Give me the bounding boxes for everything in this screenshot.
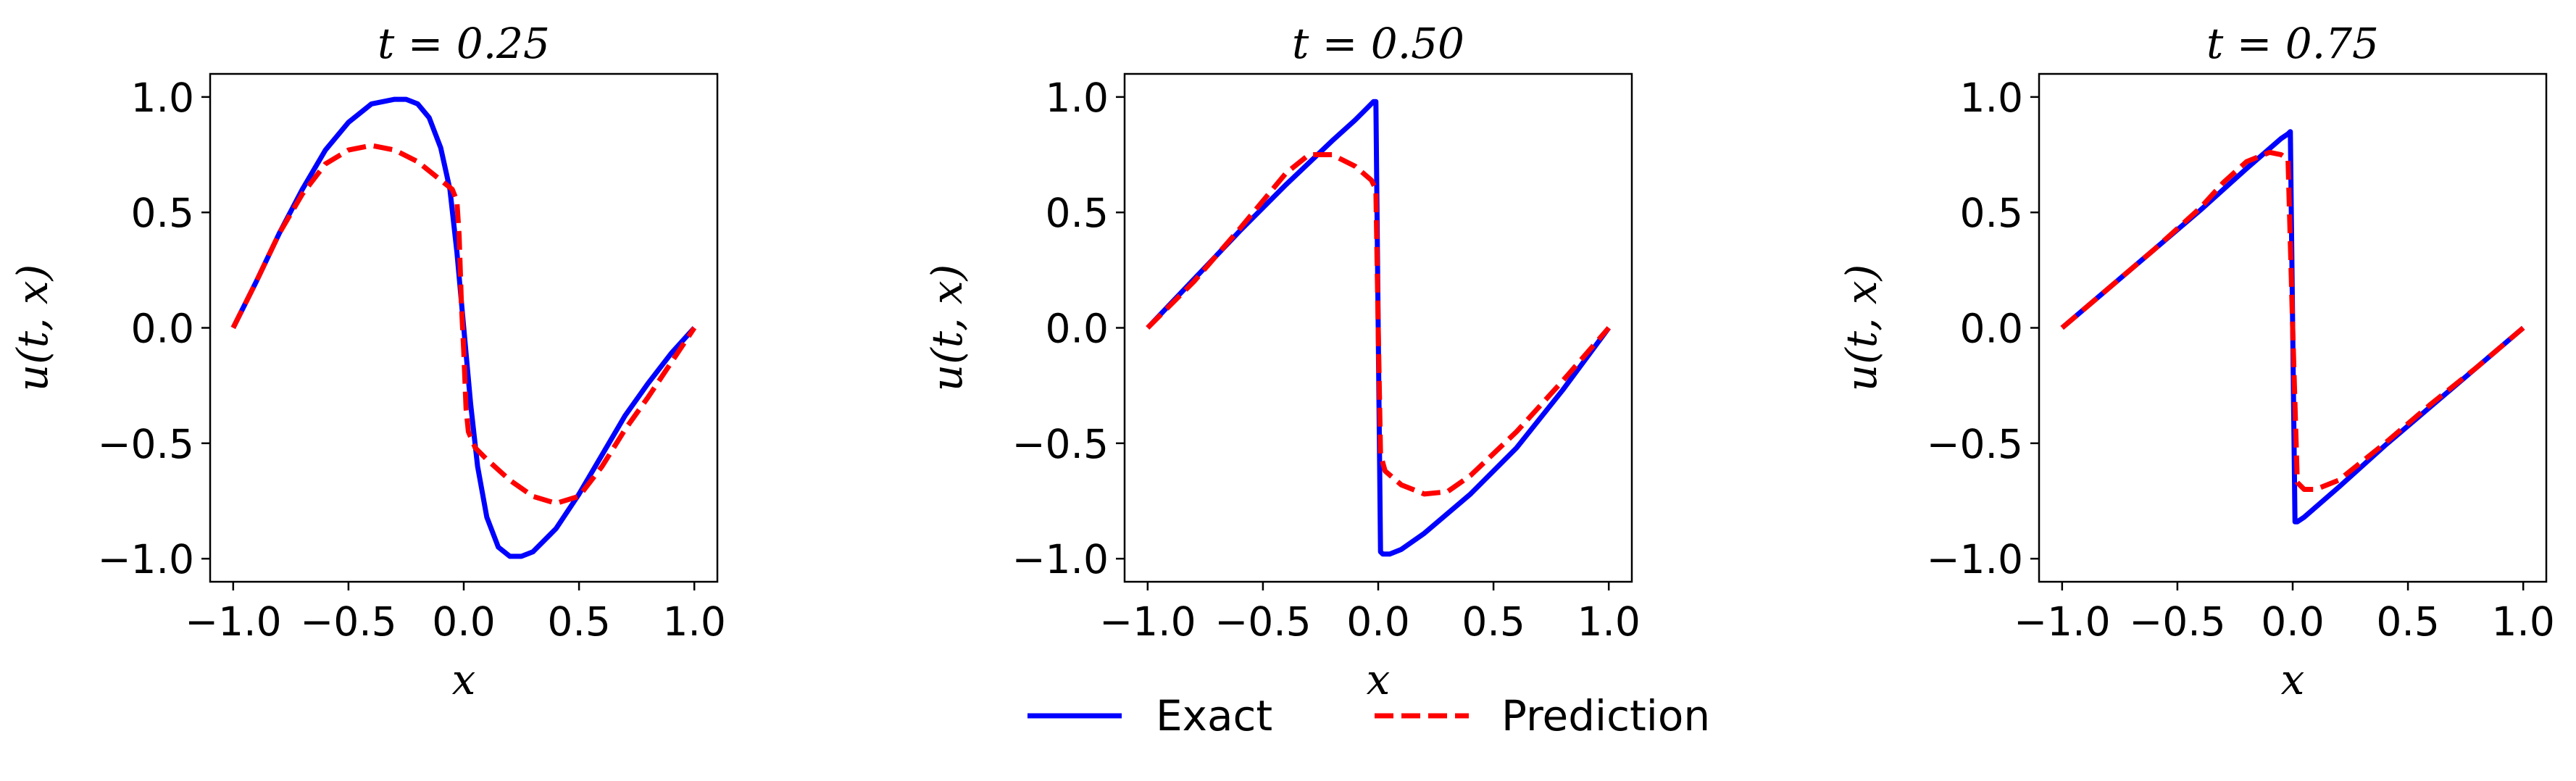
y-tick-label: 0.5 xyxy=(1960,190,2023,236)
x-tick-label: −0.5 xyxy=(300,598,397,645)
x-tick-label: −0.5 xyxy=(2129,598,2226,645)
subplot-title: t = 0.25 xyxy=(378,19,550,68)
y-tick-label: 1.0 xyxy=(131,75,194,121)
legend-label-exact: Exact xyxy=(1156,691,1272,740)
x-tick-label: 0.5 xyxy=(2376,598,2439,645)
x-tick-label: 1.0 xyxy=(662,598,725,645)
subplot-2: t = 0.50 −1.0 −0.5 0.0 0.5 1.0 1.0 0.5 0.0 −0.5 −1… xyxy=(922,19,1641,704)
y-tick-label: −0.5 xyxy=(1926,421,2023,467)
x-tick-label: 0.0 xyxy=(432,598,495,645)
legend: Exact Prediction xyxy=(1028,691,1710,740)
y-tick-label: 0.5 xyxy=(131,190,194,236)
series-line-prediction xyxy=(2060,149,2525,492)
x-tick-label: 0.0 xyxy=(2261,598,2324,645)
y-tick-label: 0.5 xyxy=(1046,190,1109,236)
x-axis-label: x xyxy=(452,655,476,704)
x-tick-label: −0.5 xyxy=(1214,598,1312,645)
subplot-title: t = 0.50 xyxy=(1292,19,1464,68)
legend-label-prediction: Prediction xyxy=(1501,691,1710,740)
y-tick-label: −1.0 xyxy=(1926,536,2023,582)
x-tick-label: 0.5 xyxy=(547,598,610,645)
subplot-3: t = 0.75 −1.0 −0.5 0.0 0.5 1.0 1.0 0.5 0.0 −0.5 −1… xyxy=(1837,19,2555,704)
x-tick-label: −1.0 xyxy=(185,598,282,645)
x-tick-label: 0.0 xyxy=(1346,598,1409,645)
y-tick-label: 0.0 xyxy=(131,306,194,352)
subplot-1: t = 0.25 −1.0 −0.5 0.0 0.5 1.0 1.0 0.5 0.0 −0.5 −1… xyxy=(8,19,726,704)
y-axis-label: u(t, x) xyxy=(8,264,57,392)
subplot-title: t = 0.75 xyxy=(2206,19,2379,68)
x-axis-label: x xyxy=(2281,655,2305,704)
x-tick-label: 1.0 xyxy=(1577,598,1640,645)
x-axis-label: x xyxy=(1367,655,1391,704)
x-tick-label: −1.0 xyxy=(2014,598,2111,645)
x-tick-label: 0.5 xyxy=(1462,598,1525,645)
y-tick-label: −0.5 xyxy=(1012,421,1109,467)
y-tick-label: 1.0 xyxy=(1046,75,1109,121)
y-tick-label: −1.0 xyxy=(97,536,194,582)
y-tick-label: 1.0 xyxy=(1960,75,2023,121)
y-axis-label: u(t, x) xyxy=(922,264,972,392)
series-line-prediction xyxy=(230,143,697,506)
y-axis-label: u(t, x) xyxy=(1837,264,1886,392)
series-line-prediction xyxy=(1146,152,1611,497)
y-tick-label: −0.5 xyxy=(97,421,194,467)
x-tick-label: −1.0 xyxy=(1099,598,1196,645)
y-tick-label: 0.0 xyxy=(1960,306,2023,352)
y-tick-label: −1.0 xyxy=(1012,536,1109,582)
y-tick-label: 0.0 xyxy=(1046,306,1109,352)
x-tick-label: 1.0 xyxy=(2491,598,2554,645)
